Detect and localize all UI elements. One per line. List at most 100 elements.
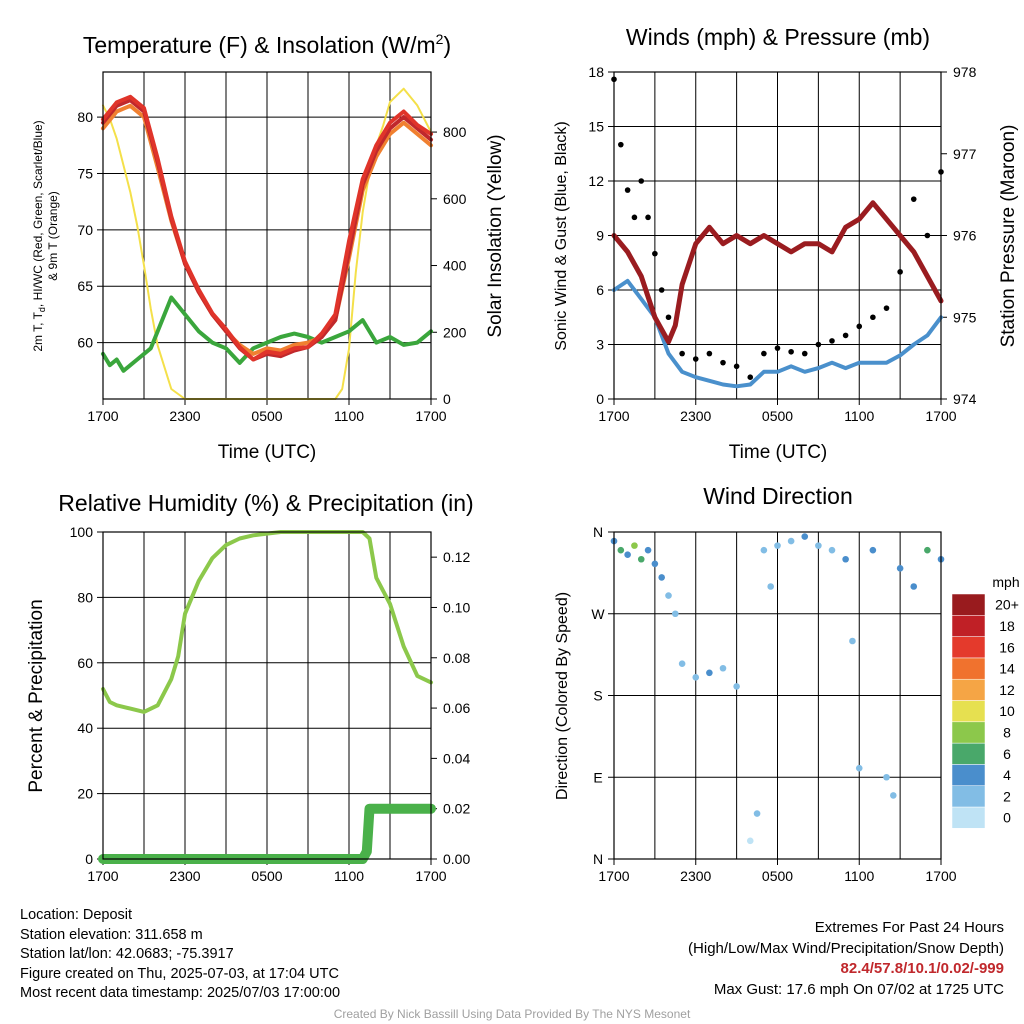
direction-marker xyxy=(924,546,931,554)
x-tick-label: 1700 xyxy=(925,868,956,884)
gust-marker xyxy=(645,214,651,221)
y2-tick-label: 977 xyxy=(953,146,977,162)
direction-marker xyxy=(753,810,761,817)
speed-colorbar: mph 0 2 4 6 8 10 12 14 16 18 20+ xyxy=(951,574,1020,829)
x-tick-label: 1700 xyxy=(925,408,956,424)
temp-ylabel-left-2: & 9m T (Orange) xyxy=(46,191,60,281)
temp-xlabel: Time (UTC) xyxy=(218,442,317,463)
colorbar-swatch xyxy=(951,593,986,616)
x-tick-label: 1100 xyxy=(334,868,364,884)
direction-marker xyxy=(706,669,713,677)
rh-ylabel-left: Percent & Precipitation xyxy=(26,599,47,792)
colorbar-label: 10 xyxy=(999,703,1015,719)
x-tick-label: 2300 xyxy=(680,868,711,884)
gust-marker xyxy=(665,314,672,321)
wind-title: Winds (mph) & Pressure (mb) xyxy=(626,24,930,50)
gust-marker xyxy=(815,341,822,348)
plot-border xyxy=(102,531,432,860)
direction-marker xyxy=(787,537,795,545)
rh-title: Relative Humidity (%) & Precipitation (i… xyxy=(58,490,473,516)
colorbar-swatch xyxy=(951,785,986,808)
x-tick-label: 1100 xyxy=(844,868,874,884)
wind-ylabel-left: Sonic Wind & Gust (Blue, Black) xyxy=(553,121,570,350)
y-tick-label: E xyxy=(593,769,602,785)
y-tick-label: 80 xyxy=(77,109,93,125)
y2-tick-label: 0 xyxy=(443,391,451,407)
gust-marker xyxy=(910,196,917,202)
dir-title: Wind Direction xyxy=(703,483,853,509)
plot-border xyxy=(613,531,942,860)
direction-marker xyxy=(665,592,672,599)
direction-marker xyxy=(617,546,625,554)
x-tick-label: 0500 xyxy=(762,868,793,884)
y-tick-label: 18 xyxy=(588,64,604,80)
colorbar-label: 0 xyxy=(1003,810,1011,826)
gust-marker xyxy=(631,214,638,221)
direction-marker xyxy=(658,574,665,581)
y2-tick-label: 400 xyxy=(443,258,467,274)
colorbar-label: 6 xyxy=(1003,746,1011,762)
direction-marker xyxy=(760,546,768,554)
gust-marker xyxy=(638,178,645,184)
credit-line: Created By Nick Bassill Using Data Provi… xyxy=(333,1007,691,1021)
y-tick-label: S xyxy=(593,688,602,704)
info-latlon: Station lat/lon: 42.0683; -75.3917 xyxy=(20,946,234,962)
colorbar-label: 2 xyxy=(1003,788,1011,804)
y-tick-label: 3 xyxy=(596,337,604,353)
x-tick-label: 0500 xyxy=(251,408,282,424)
colorbar-label: 20+ xyxy=(995,597,1019,613)
gust-marker xyxy=(842,332,849,339)
x-tick-label: 1700 xyxy=(415,868,446,884)
direction-marker xyxy=(774,542,781,549)
y-tick-label: N xyxy=(593,851,603,867)
gust-marker xyxy=(692,356,699,362)
gust-marker xyxy=(618,141,624,148)
y-tick-label: W xyxy=(591,606,605,622)
gust-marker xyxy=(761,350,767,357)
x-tick-label: 1100 xyxy=(334,408,364,424)
x-tick-label: 2300 xyxy=(169,868,200,884)
series-hi-wc xyxy=(101,94,433,362)
max-gust: Max Gust: 17.6 mph On 07/02 at 1725 UTC xyxy=(713,980,1004,998)
colorbar-swatch xyxy=(951,764,986,786)
y2-tick-label: 0.12 xyxy=(443,549,470,565)
direction-marker xyxy=(692,674,700,681)
direction-marker xyxy=(910,583,918,590)
gust-marker xyxy=(774,345,781,351)
direction-marker xyxy=(883,773,890,781)
gust-marker xyxy=(747,374,754,381)
direction-marker xyxy=(815,542,822,549)
colorbar-swatch xyxy=(951,742,986,765)
colorbar-label: 12 xyxy=(999,682,1015,698)
temperature-panel: 1700 2300 0500 1100 170060657075800200400600… xyxy=(77,71,467,424)
x-tick-label: 1100 xyxy=(844,408,874,424)
y2-tick-label: 976 xyxy=(953,228,977,244)
wind-ylabel-right: Station Pressure (Maroon) xyxy=(998,125,1019,348)
extremes-info: Extremes For Past 24 Hours (High/Low/Max… xyxy=(688,918,1004,1000)
info-timestamp: Most recent data timestamp: 2025/07/03 1… xyxy=(20,985,341,1001)
gust-marker xyxy=(624,187,631,193)
y2-tick-label: 0.02 xyxy=(443,801,470,817)
y-tick-label: 0 xyxy=(85,851,93,867)
y-tick-label: 15 xyxy=(588,119,604,135)
gust-marker xyxy=(856,323,863,330)
colorbar-title: mph xyxy=(992,574,1019,590)
y-tick-label: 80 xyxy=(77,589,93,605)
direction-marker xyxy=(890,792,897,799)
y2-tick-label: 0.00 xyxy=(443,851,470,867)
direction-marker xyxy=(733,683,740,690)
humidity-panel: 1700 2300 0500 1100 17000204060801000.000.02… xyxy=(70,524,471,884)
wind-xlabel: Time (UTC) xyxy=(729,442,828,463)
temp-ylabel-right: Solar Insolation (Yellow) xyxy=(485,134,506,337)
colorbar-label: 14 xyxy=(999,661,1015,677)
y-tick-label: 65 xyxy=(77,278,93,294)
colorbar-swatch xyxy=(951,806,986,829)
y-tick-label: 60 xyxy=(77,655,93,671)
plot-border xyxy=(613,71,942,400)
direction-marker xyxy=(644,546,652,554)
x-tick-label: 1700 xyxy=(87,408,118,424)
temp-title: Temperature (F) & Insolation (W/m2) xyxy=(83,31,451,58)
y2-tick-label: 0.06 xyxy=(443,700,470,716)
station-info: Location: Deposit Station elevation: 311… xyxy=(20,906,340,1004)
